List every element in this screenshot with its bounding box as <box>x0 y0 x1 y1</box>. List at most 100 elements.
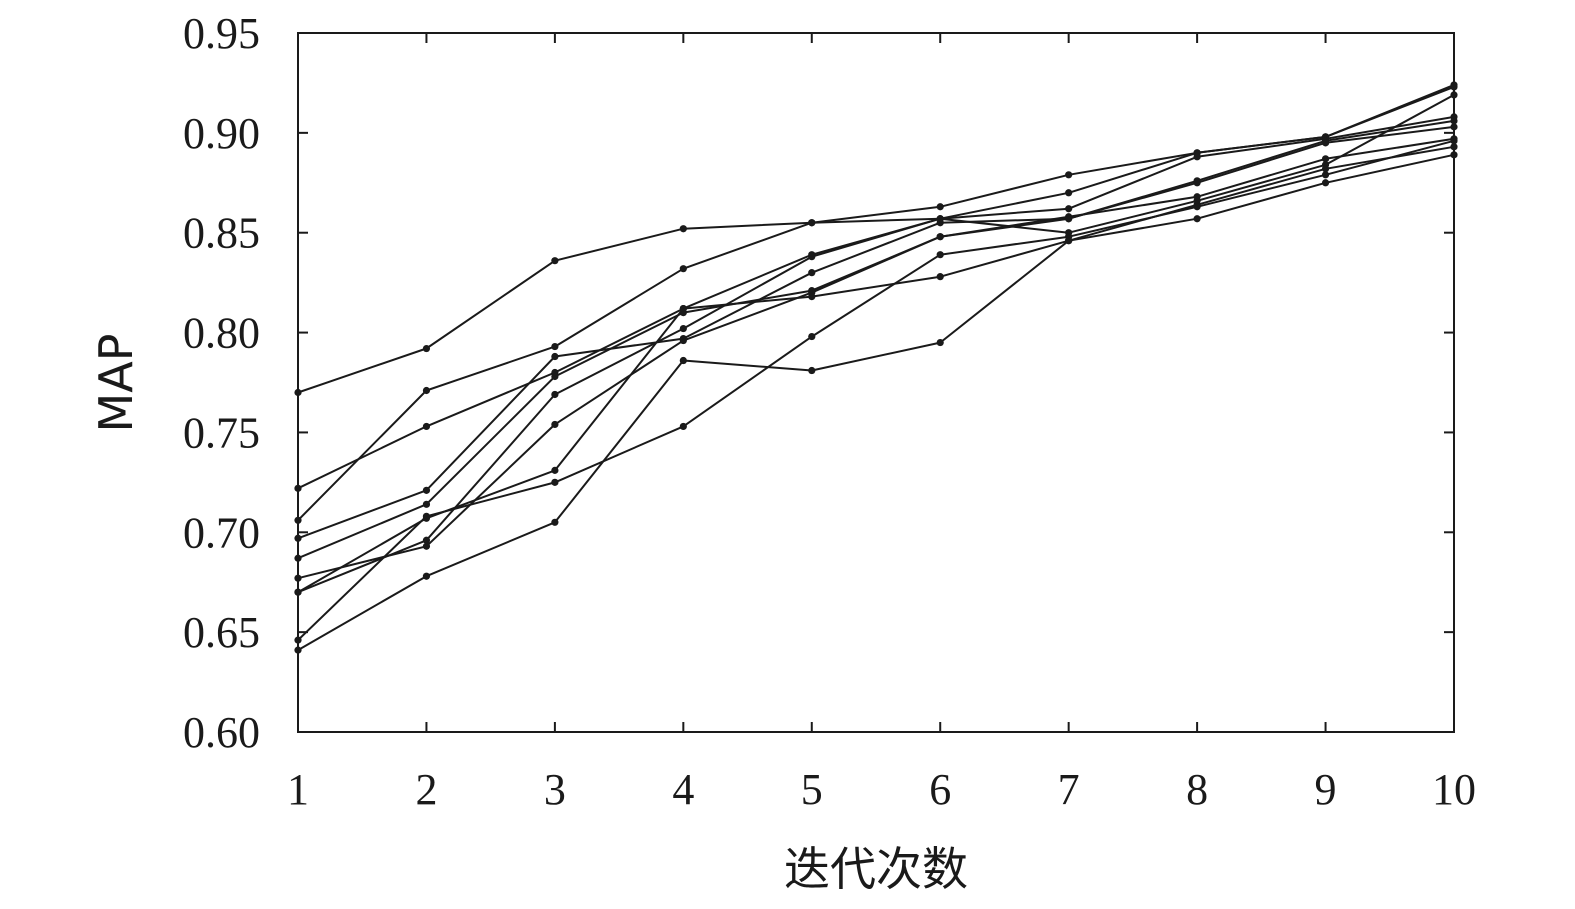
data-point <box>422 486 431 494</box>
x-tick-label: 6 <box>929 765 951 814</box>
series-3 <box>294 113 1458 524</box>
x-tick-label: 8 <box>1186 765 1208 814</box>
data-point <box>551 478 559 486</box>
data-point <box>551 342 559 351</box>
series-line <box>297 145 1455 594</box>
series-line <box>297 119 1455 540</box>
data-point <box>1450 137 1458 145</box>
data-point <box>294 554 302 562</box>
data-point <box>1450 117 1458 125</box>
series-line <box>297 125 1455 560</box>
data-point <box>1065 205 1073 213</box>
data-point <box>1065 237 1073 245</box>
y-tick-label: 0.60 <box>183 708 260 757</box>
data-point <box>1321 179 1330 187</box>
data-point <box>1450 143 1458 151</box>
data-point <box>1193 215 1201 223</box>
data-point <box>808 219 816 227</box>
data-point <box>1193 153 1201 161</box>
series-line <box>297 137 1455 580</box>
series-line <box>297 153 1455 651</box>
series-6 <box>294 135 1458 582</box>
data-point <box>936 203 944 211</box>
data-point <box>422 536 431 544</box>
data-point <box>422 512 431 520</box>
data-point <box>551 372 559 381</box>
x-tick-label: 2 <box>415 765 437 814</box>
data-point <box>936 338 944 347</box>
y-tick-label: 0.80 <box>183 309 260 358</box>
x-tick-label: 4 <box>672 765 694 814</box>
data-point <box>1065 213 1073 221</box>
data-point <box>679 422 687 431</box>
data-point <box>936 215 944 223</box>
data-point <box>294 534 302 542</box>
data-point <box>1450 151 1458 159</box>
data-point <box>1065 189 1073 197</box>
series-line <box>297 115 1455 522</box>
data-point <box>294 636 302 644</box>
data-point <box>808 332 816 341</box>
data-point <box>1450 123 1458 131</box>
data-point <box>679 265 687 273</box>
y-axis-tick-labels: 0.60 0.65 0.70 0.75 0.80 0.85 0.90 0.95 <box>183 9 260 757</box>
data-point <box>422 422 431 431</box>
data-point <box>1065 171 1073 179</box>
data-point <box>294 588 302 596</box>
series-line <box>297 139 1455 641</box>
y-tick-label: 0.65 <box>183 608 260 657</box>
data-point <box>808 366 816 375</box>
y-tick-label: 0.95 <box>183 9 260 58</box>
data-point <box>679 336 687 345</box>
y-tick-label: 0.70 <box>183 508 260 557</box>
x-tick-label: 7 <box>1058 765 1080 814</box>
data-point <box>551 352 559 361</box>
data-point <box>422 344 431 353</box>
y-tick-label: 0.75 <box>183 408 260 457</box>
data-point <box>1321 171 1330 179</box>
x-axis-tick-labels: 1 2 3 4 5 6 7 8 9 10 <box>287 765 1476 814</box>
series-9 <box>294 137 1458 644</box>
data-point <box>551 390 559 399</box>
y-tick-label: 0.90 <box>183 109 260 158</box>
data-point <box>294 574 302 582</box>
data-point <box>808 293 816 301</box>
series-7 <box>294 91 1458 596</box>
data-point <box>294 646 302 654</box>
y-axis-title: MAP <box>89 334 143 433</box>
x-tick-label: 5 <box>801 765 823 814</box>
data-point <box>551 257 559 265</box>
data-point <box>936 251 944 259</box>
data-point <box>422 572 431 580</box>
series-5 <box>294 123 1458 562</box>
plot-frame <box>297 32 1455 733</box>
data-point <box>1193 179 1201 187</box>
x-tick-label: 3 <box>544 765 566 814</box>
data-point <box>679 305 687 313</box>
data-point <box>294 516 302 524</box>
x-tick-label: 10 <box>1432 765 1476 814</box>
x-tick-label: 9 <box>1315 765 1337 814</box>
data-point <box>1321 165 1330 173</box>
data-point <box>1450 91 1458 99</box>
x-tick-label: 1 <box>287 765 309 814</box>
data-point <box>422 386 431 395</box>
series-8 <box>294 143 1458 596</box>
data-point <box>679 225 687 233</box>
data-point <box>1321 139 1330 147</box>
data-point <box>422 500 431 508</box>
data-point <box>294 388 302 397</box>
data-point <box>294 484 302 492</box>
series-line <box>297 94 1455 594</box>
data-point <box>936 233 944 241</box>
y-tick-label: 0.85 <box>183 209 260 258</box>
data-point <box>551 420 559 429</box>
series-10 <box>294 151 1458 654</box>
data-point <box>808 269 816 277</box>
data-point <box>551 466 559 474</box>
series-group <box>294 81 1458 654</box>
data-point <box>1321 155 1330 163</box>
data-point <box>936 273 944 281</box>
data-point <box>679 356 687 365</box>
